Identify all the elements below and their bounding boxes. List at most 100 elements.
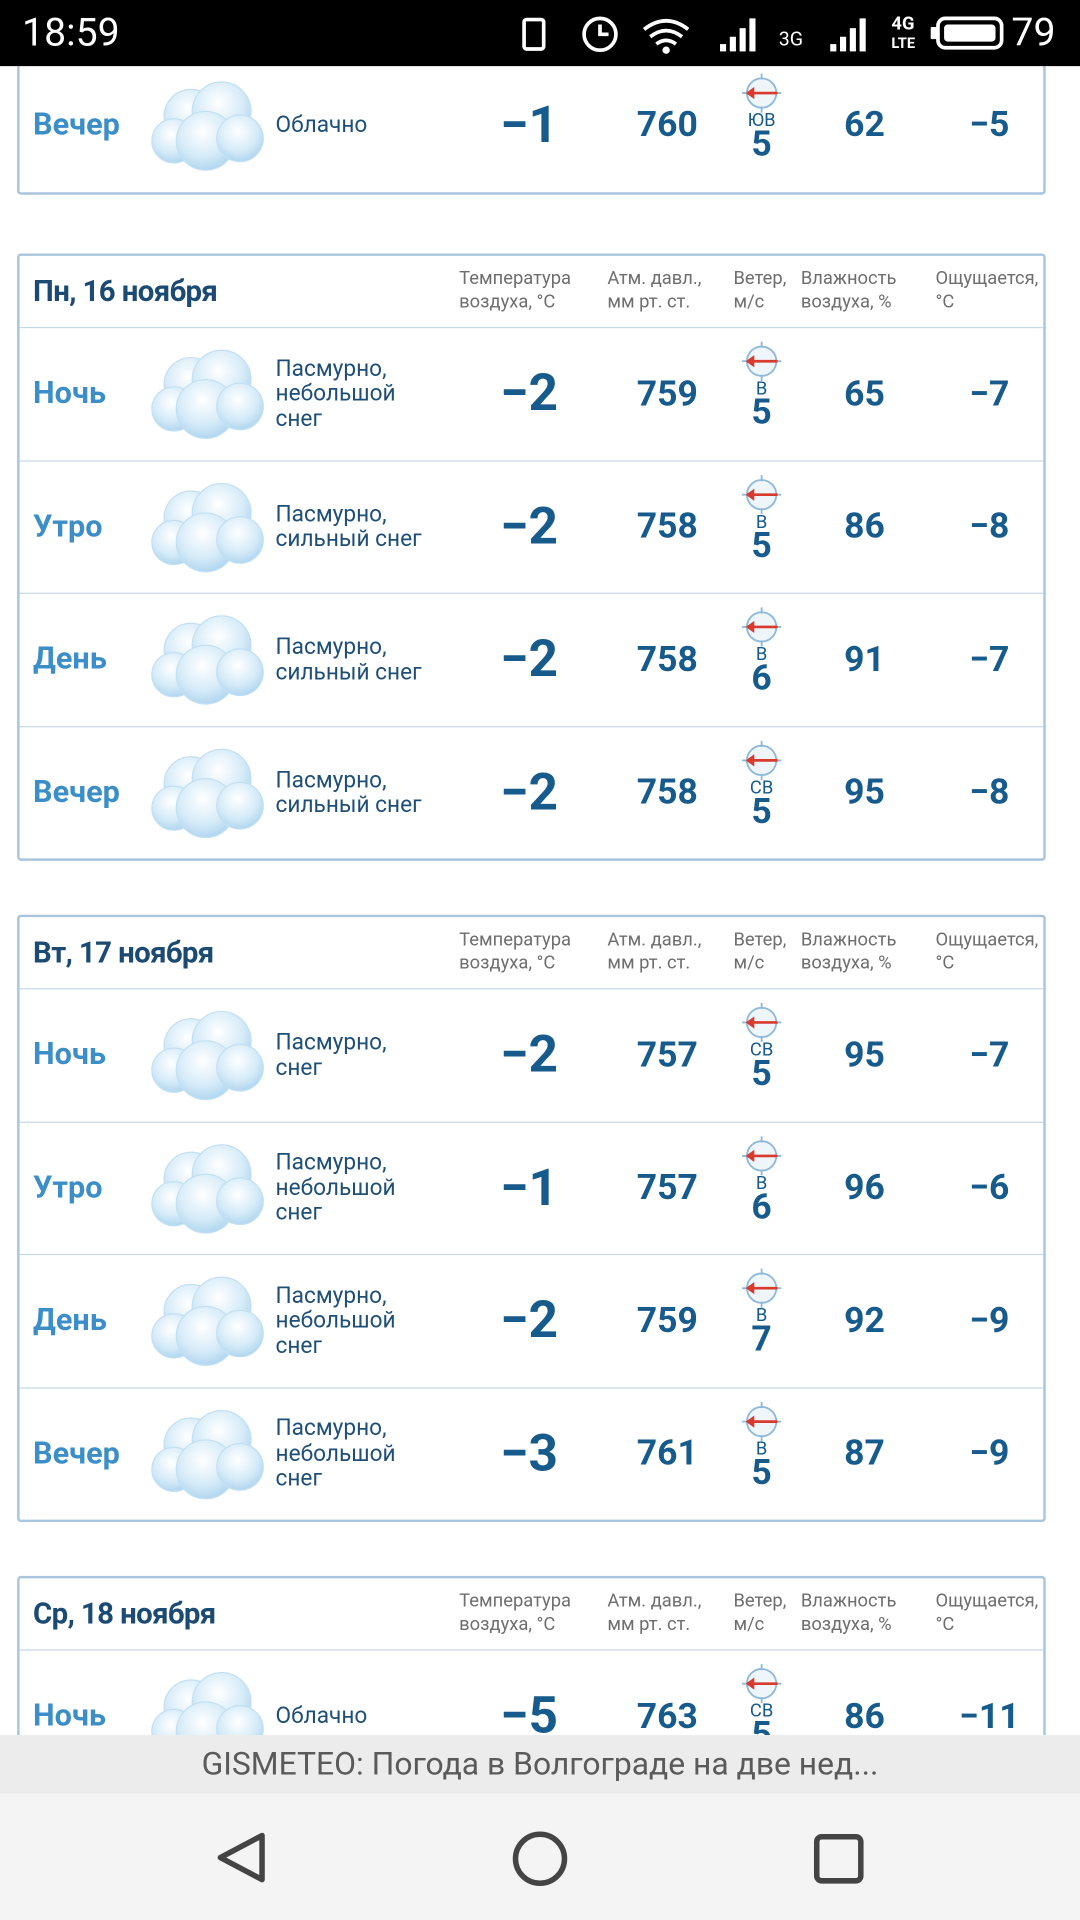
wind-compass [740, 1001, 783, 1044]
description-line: Пасмурно, [275, 1281, 387, 1309]
weather-icon [151, 615, 264, 705]
temperature: −2 [499, 629, 559, 690]
description-line: Облачно [275, 1702, 368, 1730]
wind-compass-shape [740, 71, 783, 114]
column-header-line: мм рт. ст. [607, 290, 691, 313]
pressure: 761 [636, 1432, 698, 1475]
period: День [33, 1302, 107, 1339]
feels-like: −11 [959, 1695, 1020, 1736]
pressure: 759 [636, 372, 698, 415]
wind-compass-shape [740, 1001, 783, 1044]
description-line: Пасмурно, [275, 633, 387, 660]
description-line: Пасмурно, [275, 1148, 387, 1176]
humidity: 62 [844, 104, 885, 146]
forecast-card: Вт, 17 ноября Температура воздуха, °C Атм. … [17, 914, 1046, 1523]
forecast-row: День Пасмурно, сильный снег −2 758 В 6 91 −7 [19, 592, 1044, 726]
feels-like: −5 [969, 104, 1010, 146]
column-header-line: Влажность [800, 1589, 897, 1612]
forecast-card: Ср, 18 ноября Температура воздуха, °C Атм. … [17, 1575, 1046, 1736]
wind-compass [740, 1400, 783, 1442]
column-header: Влажность воздуха, % [801, 928, 897, 975]
period: Ночь [33, 1037, 106, 1073]
weather-icon [151, 1409, 264, 1499]
column-header: Влажность воздуха, % [801, 1589, 897, 1636]
weather-icon-shape [151, 615, 264, 705]
pressure: 760 [636, 104, 698, 146]
description-line: небольшой [275, 1306, 396, 1334]
pressure: 763 [636, 1695, 698, 1736]
weather-icon [151, 1143, 264, 1234]
wind-direction: СВ [749, 1699, 774, 1722]
day-header: Ср, 18 ноября Температура воздуха, °C Атм. … [20, 1578, 1044, 1649]
weather-icon-shape [151, 1409, 264, 1499]
humidity: 92 [844, 1299, 885, 1342]
description-line: снег [275, 1331, 322, 1359]
column-header: Атм. давл., мм рт. ст. [607, 267, 701, 314]
description-line: сильный снег [275, 525, 422, 553]
period: Утро [33, 508, 103, 545]
wind-compass-shape [740, 1134, 783, 1177]
temperature: −1 [499, 94, 559, 155]
period: Ночь [33, 1698, 106, 1734]
nav-bar [0, 1793, 1080, 1920]
day-date: Пн, 16 ноября [33, 274, 218, 309]
column-header: Ощущается, °C [936, 267, 1039, 314]
column-header-line: воздуха, % [800, 290, 892, 313]
description: Пасмурно, небольшой снег [276, 1122, 396, 1253]
wind-direction: В [755, 1304, 768, 1327]
network-sub-label: LTE [891, 34, 916, 52]
wind-compass [740, 71, 783, 114]
forecast-row: Утро Пасмурно, небольшой снег −1 757 В 6 96 −6 [19, 1121, 1044, 1254]
weather-icon [151, 1010, 264, 1101]
day-date: Ср, 18 ноября [33, 1596, 216, 1632]
back-button[interactable] [208, 1828, 277, 1887]
wind-compass-shape [740, 1267, 783, 1309]
description: Пасмурно, сильный снег [276, 461, 422, 592]
weather-icon [151, 1276, 264, 1366]
app-title-bar: GISMETEO: Погода в Волгограде на две нед… [0, 1735, 1080, 1794]
pressure: 757 [636, 1166, 698, 1209]
period: Утро [33, 1170, 103, 1206]
column-header-line: м/с [733, 290, 765, 313]
day-date: Вт, 17 ноября [33, 935, 214, 970]
humidity: 95 [844, 771, 885, 814]
weather-icon-shape [151, 349, 264, 439]
column-header-line: мм рт. ст. [607, 951, 691, 974]
forecast-row: Ночь Пасмурно, снег −2 757 СВ 5 95 −7 [19, 988, 1044, 1121]
description: Пасмурно, сильный снег [276, 727, 422, 858]
weather-icon-shape [151, 80, 264, 171]
description-line: сильный снег [275, 658, 422, 686]
network-label: 3G [778, 26, 804, 51]
description-line: снег [275, 1053, 322, 1081]
forecast-row: Вечер Пасмурно, небольшой снег −3 761 В 5 87 −9 [19, 1386, 1044, 1520]
wind-speed: 6 [751, 1185, 772, 1228]
column-header-line: Ветер, [733, 266, 787, 289]
description-line: Пасмурно, [275, 354, 387, 382]
wind-compass [740, 606, 783, 648]
weather-icon [151, 80, 264, 171]
page-title: GISMETEO: Погода в Волгограде на две нед… [201, 1746, 879, 1783]
clock: 18:59 [22, 8, 120, 56]
wind-compass [740, 340, 783, 383]
battery-level: 79 [1011, 8, 1056, 56]
recents-button[interactable] [808, 1828, 869, 1889]
column-header: Ощущается, °C [936, 928, 1039, 975]
wind-direction: В [755, 377, 768, 400]
column-header-line: воздуха, °C [459, 1612, 556, 1635]
description-line: снег [275, 405, 322, 432]
weather-icon-shape [151, 1276, 264, 1366]
description-line: небольшой [275, 1439, 396, 1467]
column-header-line: м/с [733, 1612, 765, 1635]
wind-compass [740, 473, 783, 515]
description-line: Пасмурно, [275, 1414, 387, 1442]
column-header: Температура воздуха, °C [459, 1589, 571, 1636]
humidity: 95 [844, 1034, 885, 1076]
column-header-line: Ветер, [733, 928, 787, 951]
wind-compass-shape [740, 340, 783, 383]
home-button[interactable] [507, 1826, 573, 1892]
column-header-line: воздуха, °C [459, 290, 556, 313]
wind-speed: 6 [751, 657, 772, 700]
wind-compass-shape [740, 738, 783, 781]
